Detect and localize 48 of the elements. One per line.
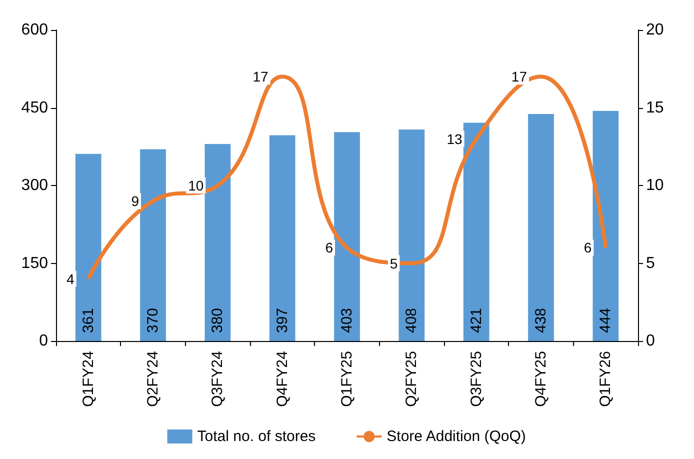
y2-tick-label: 20 xyxy=(646,22,664,38)
bar xyxy=(334,132,360,341)
x-tick-label: Q2FY25 xyxy=(403,351,420,407)
x-tick-label: Q3FY25 xyxy=(468,351,485,407)
x-tick-label: Q1FY25 xyxy=(338,351,356,407)
x-tick-label: Q2FY24 xyxy=(144,351,162,407)
bar xyxy=(140,149,166,341)
data-label: 9 xyxy=(131,193,140,210)
data-label: 17 xyxy=(252,68,269,85)
x-tick-label: Q1FY26 xyxy=(597,351,614,407)
data-label: 13 xyxy=(446,130,463,147)
data-label: 10 xyxy=(188,178,204,194)
y-tick-label: 450 xyxy=(21,99,48,116)
y2-tick-label: 10 xyxy=(646,177,664,194)
y-tick-label: 300 xyxy=(21,177,48,194)
data-label: 4 xyxy=(66,270,75,287)
x-tick-label: Q4FY24 xyxy=(274,351,291,407)
data-label: 6 xyxy=(325,240,334,256)
data-label: 438 xyxy=(532,308,550,333)
bar xyxy=(592,110,619,341)
data-label: 403 xyxy=(338,308,356,333)
y2-tick-label: 15 xyxy=(646,99,664,116)
y-tick-label: 600 xyxy=(21,22,48,38)
x-tick-label: Q1FY24 xyxy=(80,351,97,407)
data-label: 361 xyxy=(80,308,97,333)
bar xyxy=(528,114,554,341)
data-label: 408 xyxy=(403,308,420,333)
data-label: 5 xyxy=(390,255,398,272)
bar xyxy=(204,144,231,341)
x-tick-label: Q4FY25 xyxy=(532,351,550,407)
y2-tick-label: 0 xyxy=(646,332,655,350)
x-tick-label: Q3FY24 xyxy=(209,351,226,407)
data-label: 444 xyxy=(597,308,614,333)
y-tick-label: 150 xyxy=(21,254,48,272)
bar xyxy=(463,122,490,341)
bar xyxy=(75,154,102,341)
data-label: 6 xyxy=(584,240,592,256)
data-label: 380 xyxy=(209,308,226,333)
data-label: 397 xyxy=(274,308,291,333)
bar xyxy=(269,135,296,341)
data-label: 421 xyxy=(468,308,485,333)
data-label: 17 xyxy=(511,68,528,85)
legend-label: Total no. of stores xyxy=(197,428,316,445)
legend-label: Store Addition (QoQ) xyxy=(386,428,526,445)
bar xyxy=(398,130,425,341)
y2-tick-label: 5 xyxy=(646,254,655,272)
y-tick-label: 0 xyxy=(39,332,48,350)
data-label: 370 xyxy=(144,308,162,333)
